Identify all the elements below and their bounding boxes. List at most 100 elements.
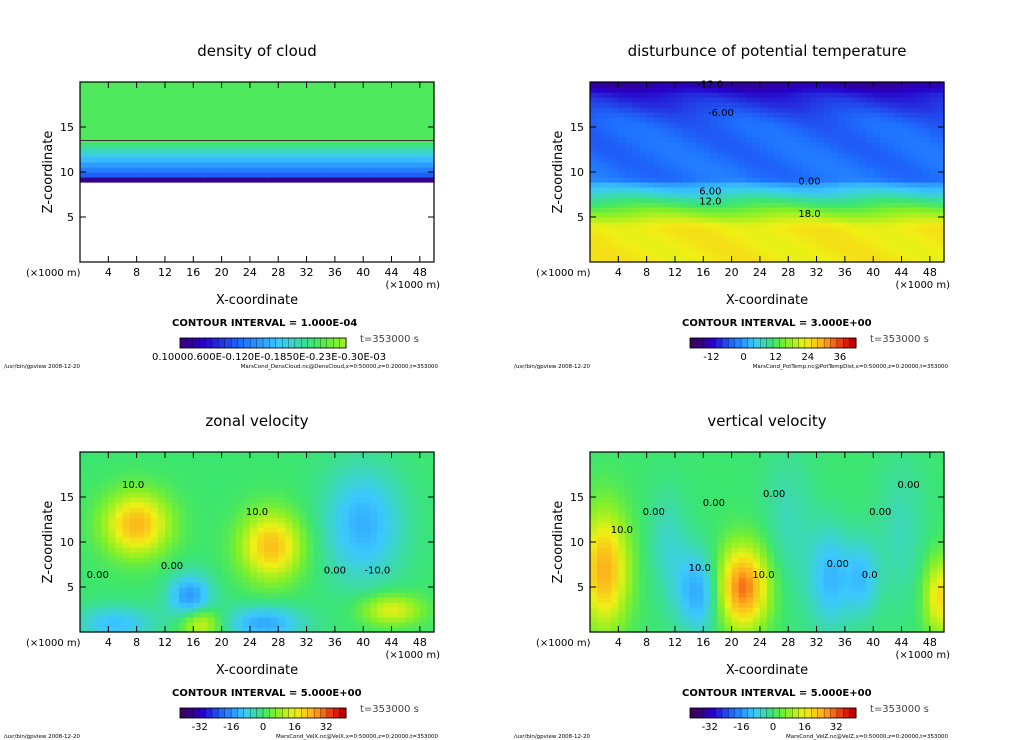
heatmap-cell bbox=[745, 192, 754, 198]
heatmap-cell bbox=[767, 167, 775, 173]
heatmap-cell bbox=[597, 107, 605, 113]
heatmap-cell bbox=[908, 252, 917, 258]
heatmap-cell bbox=[667, 147, 676, 153]
heatmap-cell bbox=[129, 522, 138, 528]
heatmap-cell bbox=[802, 217, 811, 223]
heatmap-cell bbox=[894, 147, 903, 153]
heatmap-cell bbox=[129, 82, 138, 88]
heatmap-cell bbox=[639, 242, 648, 248]
heatmap-cell bbox=[682, 232, 690, 238]
heatmap-cell bbox=[249, 462, 258, 468]
heatmap-cell bbox=[689, 232, 697, 238]
heatmap-cell bbox=[313, 127, 322, 133]
heatmap-cell bbox=[936, 87, 945, 93]
heatmap-cell bbox=[150, 117, 159, 123]
heatmap-cell bbox=[200, 607, 209, 613]
heatmap-cell bbox=[398, 502, 407, 508]
heatmap-cell bbox=[349, 517, 357, 523]
heatmap-cell bbox=[207, 512, 216, 518]
heatmap-cell bbox=[788, 202, 796, 208]
heatmap-cell bbox=[774, 127, 782, 133]
heatmap-cell bbox=[87, 117, 95, 123]
heatmap-cell bbox=[271, 147, 279, 153]
heatmap-cell bbox=[405, 502, 414, 508]
heatmap-cell bbox=[327, 177, 336, 183]
heatmap-cell bbox=[830, 172, 839, 178]
heatmap-cell bbox=[689, 82, 697, 88]
heatmap-cell bbox=[334, 92, 343, 98]
heatmap-cell bbox=[172, 512, 180, 518]
heatmap-cell bbox=[264, 127, 272, 133]
heatmap-cell bbox=[412, 132, 421, 138]
heatmap-cell bbox=[334, 172, 343, 178]
heatmap-cell bbox=[894, 177, 903, 183]
heatmap-cell bbox=[816, 252, 825, 258]
heatmap-cell bbox=[87, 92, 95, 98]
x-tick-label: 48 bbox=[413, 636, 427, 649]
heatmap-cell bbox=[604, 142, 612, 148]
heatmap-cell bbox=[349, 142, 357, 148]
heatmap-cell bbox=[164, 627, 173, 633]
heatmap-cell bbox=[745, 102, 754, 108]
heatmap-cell bbox=[164, 122, 173, 128]
heatmap-cell bbox=[320, 462, 329, 468]
heatmap-cell bbox=[611, 622, 619, 628]
heatmap-cell bbox=[597, 137, 605, 143]
heatmap-cell bbox=[136, 522, 145, 528]
heatmap-cell bbox=[611, 122, 619, 128]
heatmap-cell bbox=[696, 202, 704, 208]
heatmap-cell bbox=[164, 522, 173, 528]
heatmap-cell bbox=[334, 492, 343, 498]
heatmap-cell bbox=[356, 482, 364, 488]
heatmap-cell bbox=[767, 187, 775, 193]
heatmap-cell bbox=[384, 457, 393, 463]
heatmap-cell bbox=[207, 582, 216, 588]
heatmap-cell bbox=[866, 182, 874, 188]
heatmap-cell bbox=[618, 177, 626, 183]
heatmap-cell bbox=[710, 152, 719, 158]
heatmap-cell bbox=[597, 532, 605, 538]
heatmap-cell bbox=[816, 232, 825, 238]
heatmap-cell bbox=[136, 92, 145, 98]
heatmap-cell bbox=[150, 497, 159, 503]
heatmap-cell bbox=[221, 177, 230, 183]
heatmap-cell bbox=[816, 257, 825, 263]
heatmap-cell bbox=[604, 217, 612, 223]
heatmap-cell bbox=[625, 137, 634, 143]
heatmap-cell bbox=[866, 242, 874, 248]
heatmap-cell bbox=[717, 167, 726, 173]
heatmap-cell bbox=[228, 107, 237, 113]
heatmap-cell bbox=[391, 557, 400, 563]
heatmap-cell bbox=[193, 617, 201, 623]
heatmap-cell bbox=[752, 257, 761, 263]
heatmap-cell bbox=[405, 482, 414, 488]
heatmap-cell bbox=[172, 592, 180, 598]
heatmap-cell bbox=[94, 452, 102, 458]
heatmap-cell bbox=[334, 612, 343, 618]
heatmap-cell bbox=[653, 137, 662, 143]
heatmap-cell bbox=[398, 512, 407, 518]
heatmap-cell bbox=[264, 177, 272, 183]
heatmap-cell bbox=[320, 172, 329, 178]
heatmap-cell bbox=[264, 142, 272, 148]
heatmap-cell bbox=[207, 117, 216, 123]
heatmap-cell bbox=[285, 532, 293, 538]
heatmap-cell bbox=[689, 127, 697, 133]
heatmap-cell bbox=[257, 612, 265, 618]
heatmap-cell bbox=[172, 452, 180, 458]
heatmap-cell bbox=[802, 117, 811, 123]
heatmap-cell bbox=[774, 102, 782, 108]
heatmap-cell bbox=[936, 137, 945, 143]
heatmap-cell bbox=[143, 582, 152, 588]
heatmap-cell bbox=[398, 537, 407, 543]
heatmap-cell bbox=[894, 187, 903, 193]
heatmap-cell bbox=[767, 257, 775, 263]
heatmap-cell bbox=[101, 82, 109, 88]
heatmap-cell bbox=[164, 507, 173, 513]
heatmap-cell bbox=[632, 182, 641, 188]
heatmap-cell bbox=[200, 142, 209, 148]
heatmap-cell bbox=[405, 162, 414, 168]
heatmap-cell bbox=[597, 502, 605, 508]
heatmap-cell bbox=[660, 107, 669, 113]
heatmap-cell bbox=[363, 542, 371, 548]
